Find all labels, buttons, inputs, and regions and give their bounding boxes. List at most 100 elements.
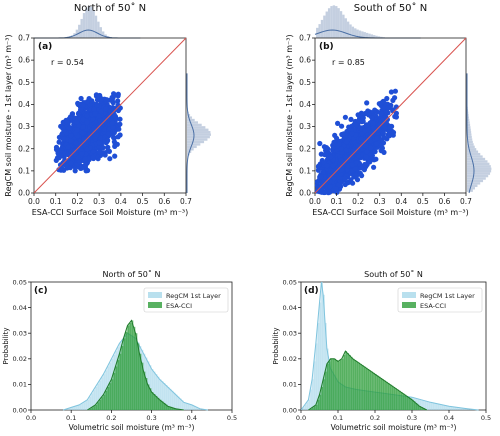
y-tick-label: 0.0 — [299, 189, 311, 198]
scatter-point — [353, 160, 359, 166]
scatter-point — [327, 173, 333, 179]
density-panel-d: 0.0 0.1 0.2 0.3 0.4 0.5 0.00 0.01 0.02 0.03 0.04 0.… — [272, 269, 491, 432]
hist-bar — [424, 400, 427, 410]
hist-bar-right — [187, 116, 193, 119]
legend-entry: RegCM 1st Layer — [420, 292, 475, 300]
hist-bar-top — [80, 18, 83, 38]
hist-bar — [151, 392, 154, 410]
hist-bar — [336, 360, 338, 410]
scatter-point — [94, 102, 100, 108]
hist-bar — [111, 379, 114, 410]
density-line — [87, 319, 184, 411]
series-esa-cci — [308, 350, 428, 411]
hist-bar — [325, 371, 327, 410]
hist-bar — [437, 403, 440, 410]
hist-bar — [356, 361, 359, 410]
hist-bar — [399, 390, 401, 410]
hist-bar-top — [351, 26, 355, 38]
x-tick-label: 0.0 — [296, 414, 306, 422]
one-to-one-line — [33, 37, 187, 194]
scatter-point — [369, 115, 375, 121]
scatter-point — [324, 163, 330, 169]
scatter-point — [338, 146, 344, 152]
hist-bar — [103, 394, 106, 410]
hist-bar — [375, 374, 377, 410]
hist-bar — [133, 326, 136, 410]
scatter-point — [97, 118, 103, 124]
hist-bar — [183, 402, 186, 410]
hist-bar — [376, 375, 379, 410]
hist-bar — [65, 409, 67, 410]
y-tick-label: 0.01 — [13, 381, 27, 389]
y-tick-label: 0.04 — [283, 304, 297, 312]
hist-bar-right — [467, 187, 475, 190]
hist-bar — [87, 399, 90, 410]
y-tick-label: 0.3 — [18, 122, 30, 131]
hist-bar — [323, 379, 325, 410]
hist-bar — [380, 378, 383, 410]
hist-bar-right — [187, 128, 209, 131]
scatter-point — [68, 148, 74, 155]
hist-bar — [400, 392, 403, 410]
hist-bar — [185, 402, 188, 410]
hist-bar — [367, 369, 370, 410]
hist-bar — [155, 395, 158, 410]
hist-bar — [369, 370, 372, 410]
panel-label: (d) — [304, 286, 319, 296]
marginal-hist-right — [186, 73, 211, 194]
y-tick-label: 0.05 — [283, 278, 297, 286]
hist-bar — [163, 402, 166, 410]
hist-bar — [386, 381, 388, 410]
scatter-point — [110, 124, 116, 130]
hist-bar — [352, 358, 355, 410]
scatter-point — [349, 131, 355, 137]
scatter-point — [350, 180, 356, 186]
hist-bar — [330, 358, 333, 410]
y-tick-label: 0.2 — [18, 144, 30, 153]
hist-bar — [456, 407, 459, 410]
scatter-point — [378, 111, 384, 117]
x-tick-label: 0.2 — [370, 414, 380, 422]
y-tick-label: 0.02 — [13, 355, 27, 363]
hist-bar — [95, 386, 98, 410]
hist-bar — [313, 361, 316, 410]
hist-bar — [406, 395, 409, 410]
scatter-point — [354, 177, 361, 183]
scatter-point — [364, 100, 370, 106]
hist-bar — [127, 325, 130, 410]
scatter-point — [384, 116, 390, 123]
hist-bar — [73, 406, 76, 410]
scatter-point — [360, 115, 366, 121]
legend-swatch — [402, 292, 416, 298]
hist-bar — [350, 356, 353, 410]
legend-swatch — [148, 302, 162, 308]
scatter-point — [56, 151, 62, 157]
hist-bar-top — [335, 6, 338, 38]
hist-bar — [187, 403, 190, 410]
scatter-point — [383, 101, 389, 107]
scatter-point — [390, 132, 396, 138]
legend-entry: ESA-CCI — [420, 302, 446, 310]
hist-bar — [101, 397, 104, 410]
scatter-point — [114, 141, 120, 147]
hist-bar — [195, 406, 198, 410]
hist-bar — [149, 365, 152, 410]
scatter-point — [343, 139, 350, 145]
hist-bar — [452, 406, 455, 410]
hist-bar — [419, 399, 422, 410]
hist-bar-top — [330, 6, 333, 38]
hist-bar — [315, 343, 318, 410]
hist-bar-top — [320, 19, 324, 38]
y-tick-label: 0.7 — [299, 34, 311, 43]
hist-bar-top — [346, 21, 350, 38]
hist-bar — [328, 361, 331, 410]
hist-bar-top — [339, 11, 343, 38]
scatter-point — [343, 147, 349, 153]
hist-bar — [415, 402, 418, 410]
scatter-point — [348, 116, 354, 122]
hist-bar-right — [187, 135, 210, 139]
hist-bar — [341, 358, 344, 410]
hist-bar-top — [349, 24, 352, 38]
scatter-point — [388, 89, 394, 95]
hist-bar — [450, 406, 453, 410]
